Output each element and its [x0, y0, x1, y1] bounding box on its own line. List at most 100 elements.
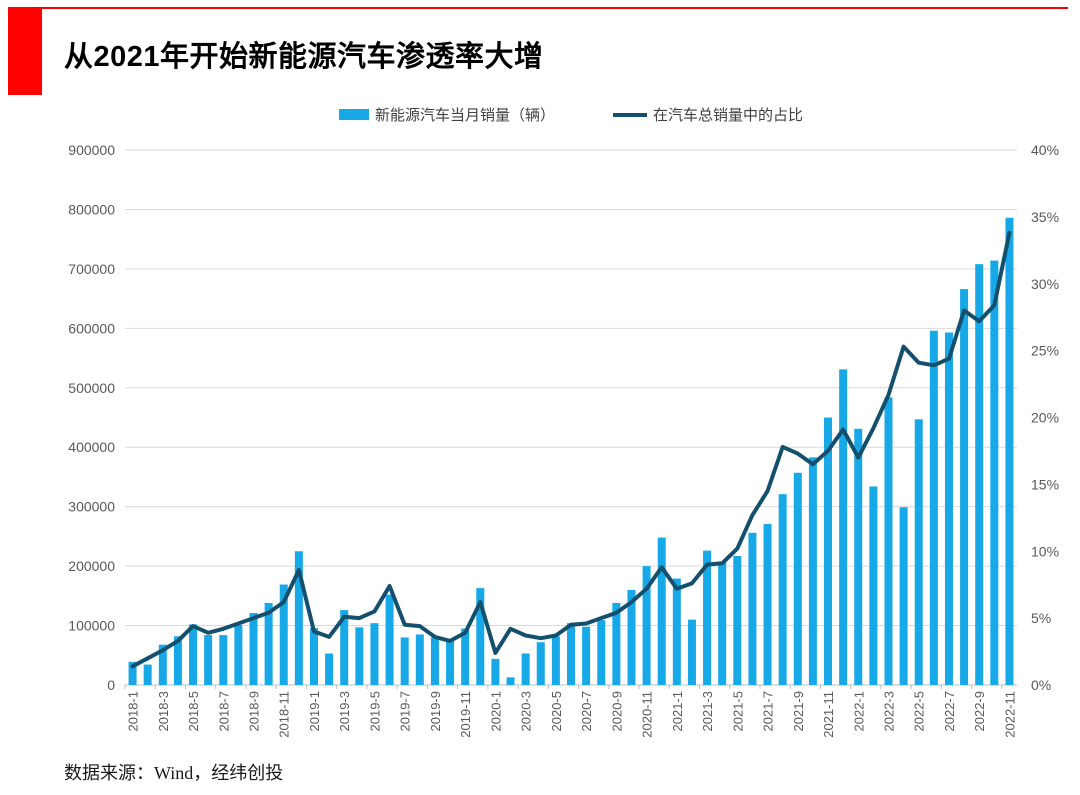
sales-bar: [899, 507, 908, 685]
x-axis-label: 2019-7: [398, 691, 413, 731]
x-axis-label: 2018-5: [186, 691, 201, 731]
x-axis-label: 2020-11: [640, 691, 655, 738]
sales-bar: [582, 626, 591, 685]
x-axis-label: 2019-9: [428, 691, 443, 731]
sales-bar: [385, 594, 394, 685]
sales-bar: [642, 566, 651, 685]
right-axis-label: 40%: [1031, 142, 1059, 158]
sales-bar: [491, 658, 500, 685]
x-axis-label: 2021-3: [700, 691, 715, 731]
left-axis-label: 200000: [68, 558, 115, 574]
x-axis-label: 2019-3: [337, 691, 352, 731]
left-axis-label: 600000: [68, 320, 115, 336]
sales-bar: [597, 620, 606, 685]
sales-bar: [733, 556, 742, 685]
legend-bar-swatch: [338, 109, 369, 120]
x-axis-label: 2018-9: [247, 691, 262, 731]
x-axis-label: 2022-1: [851, 691, 866, 731]
right-axis-label: 5%: [1031, 610, 1051, 626]
sales-bar: [854, 428, 863, 685]
left-axis-label: 300000: [68, 499, 115, 515]
sales-bar: [567, 623, 575, 685]
x-axis-label: 2020-3: [519, 691, 534, 731]
sales-bar: [279, 584, 288, 685]
sales-bar: [990, 260, 999, 685]
sales-bar: [748, 532, 757, 685]
x-axis-label: 2019-11: [458, 691, 473, 738]
right-axis-label: 35%: [1031, 209, 1059, 225]
sales-bar: [975, 264, 984, 685]
left-axis-label: 400000: [68, 439, 115, 455]
sales-bar: [325, 653, 334, 685]
x-axis-label: 2022-5: [912, 691, 927, 731]
x-axis-label: 2020-9: [609, 691, 624, 731]
sales-bar: [1005, 217, 1014, 685]
sales-bar: [370, 623, 379, 685]
right-axis-label: 0%: [1031, 677, 1051, 693]
sales-bar: [536, 642, 545, 685]
sales-bar: [234, 624, 243, 685]
x-axis-label: 2018-1: [126, 691, 141, 731]
sales-bar: [476, 588, 485, 685]
sales-bar: [446, 640, 455, 685]
right-axis-labels: 0% 5% 10% 15% 20% 25% 30% 35% 40%: [1031, 142, 1059, 693]
left-axis-label: 100000: [68, 618, 115, 634]
sales-bar: [415, 634, 424, 685]
sales-bar: [763, 523, 772, 685]
sales-bar: [960, 289, 969, 685]
x-axis-label: 2021-7: [761, 691, 776, 731]
sales-bar: [355, 627, 364, 685]
right-axis-label: 25%: [1031, 343, 1059, 359]
sales-bar: [340, 610, 349, 685]
sales-bar: [808, 457, 817, 685]
x-axis-label: 2020-7: [579, 691, 594, 731]
sales-bar: [839, 369, 848, 685]
x-axis-label: 2022-9: [972, 691, 987, 731]
x-axis-label: 2021-11: [821, 691, 836, 738]
x-axis-label: 2018-7: [216, 691, 231, 731]
sales-bar: [793, 472, 802, 685]
sales-bar: [718, 562, 727, 685]
x-axis-labels: 2018-1 2018-3 2018-5 2018-7 2018-9 2018-11 201…: [126, 691, 1018, 738]
sales-bar: [521, 653, 530, 685]
sales-bar: [128, 661, 137, 685]
left-axis-label: 0: [107, 677, 115, 693]
sales-bar: [884, 397, 893, 685]
sales-bar: [158, 644, 167, 685]
sales-bar: [914, 419, 923, 685]
chart-legend: 新能源汽车当月销量（辆） 在汽车总销量中的占比: [125, 104, 1017, 125]
sales-bar: [430, 637, 439, 685]
legend-bar-label: 新能源汽车当月销量（辆）: [374, 107, 555, 124]
x-axis-label: 2020-5: [549, 691, 564, 731]
right-axis-label: 15%: [1031, 476, 1059, 492]
sales-bar: [309, 628, 318, 685]
legend-item-sales: 新能源汽车当月销量（辆）: [338, 104, 555, 125]
sales-bar: [294, 551, 303, 685]
sales-bar: [264, 602, 273, 685]
sales-bar: [944, 332, 953, 685]
sales-bar: [824, 417, 833, 685]
sales-bar: [400, 637, 409, 685]
left-axis-label: 500000: [68, 380, 115, 396]
legend-item-share: 在汽车总销量中的占比: [613, 104, 803, 125]
sales-bar: [173, 636, 182, 685]
share-line: [130, 230, 1012, 669]
x-axis-label: 2022-3: [881, 691, 896, 731]
sales-bar: [657, 537, 666, 685]
x-axis-label: 2022-7: [942, 691, 957, 731]
legend-line-label: 在汽车总销量中的占比: [653, 107, 804, 124]
red-accent-block: [8, 7, 42, 95]
legend-line-swatch: [613, 112, 647, 117]
sales-bar: [687, 619, 696, 685]
sales-bar: [204, 635, 213, 685]
x-axis-label: 2018-11: [277, 691, 292, 738]
data-source-note: 数据来源：Wind，经纬创投: [64, 763, 284, 783]
sales-bar: [869, 486, 878, 685]
x-axis-label: 2021-9: [791, 691, 806, 731]
right-axis-label: 20%: [1031, 410, 1059, 426]
right-axis-label: 10%: [1031, 543, 1059, 559]
sales-bar: [219, 635, 228, 685]
x-axis-label: 2020-1: [488, 691, 503, 731]
